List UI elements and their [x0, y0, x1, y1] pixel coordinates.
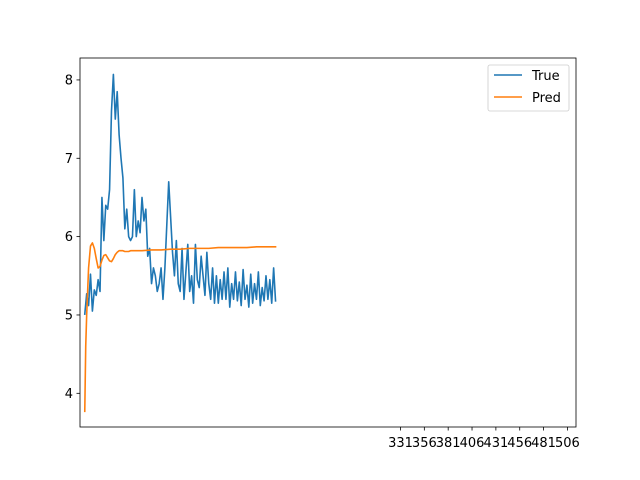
y-axis: 4 5 6 7 8: [65, 73, 80, 402]
series-layer: [83, 73, 277, 413]
x-tick-label: 356: [412, 436, 437, 451]
legend-label-pred: Pred: [532, 91, 561, 106]
x-axis: 331 356 381 406 431 456 481 506: [388, 427, 580, 451]
x-tick-label: 481: [531, 436, 556, 451]
y-tick-label: 4: [65, 387, 73, 402]
x-tick-label: 331: [388, 436, 413, 451]
x-tick-label: 431: [483, 436, 508, 451]
series-line-pred: [83, 242, 277, 413]
y-tick-label: 5: [65, 308, 73, 323]
x-tick-label: 506: [555, 436, 580, 451]
legend-label-true: True: [531, 69, 560, 84]
x-tick-label: 381: [436, 436, 461, 451]
x-tick-label: 456: [507, 436, 532, 451]
y-tick-label: 6: [65, 230, 73, 245]
plot-area: [80, 58, 576, 427]
plot-frame: [79, 57, 577, 428]
legend-box: [487, 64, 570, 112]
legend: True Pred: [487, 64, 570, 112]
series-line-true: [83, 73, 277, 316]
y-tick-label: 7: [65, 152, 73, 167]
y-tick-label: 8: [65, 73, 73, 88]
x-tick-label: 406: [460, 436, 485, 451]
